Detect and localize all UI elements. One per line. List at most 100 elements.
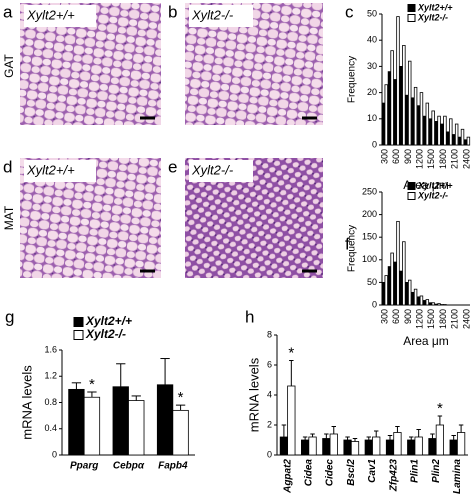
x-tick-label: Lamina: [452, 459, 463, 494]
legend-label: Xylt2+/+: [417, 2, 453, 12]
bar: [68, 388, 85, 456]
bar: [413, 288, 418, 306]
bar: [384, 275, 388, 306]
y-tick-label: 40: [367, 35, 377, 45]
bar: [343, 439, 352, 456]
y-tick-label: 100: [362, 254, 377, 264]
bar: [396, 220, 400, 306]
y-tick-label: 150: [362, 232, 377, 242]
significance: *: [288, 344, 294, 361]
bar: [402, 45, 406, 146]
y-tick-label: 0.8: [44, 397, 57, 407]
x-tick-label: Agpat2: [282, 459, 293, 494]
x-tick-label: 600: [391, 309, 401, 324]
bar: [437, 303, 441, 306]
bar: [454, 123, 459, 146]
image-label: Xylt2-/-: [191, 162, 234, 177]
y-axis-label: mRNA levels: [246, 357, 261, 432]
y-tick-label: 8: [267, 329, 272, 339]
bar: [407, 439, 416, 456]
bar: [435, 424, 444, 456]
x-tick-label: 2100: [450, 149, 460, 169]
bar: [407, 279, 412, 306]
bar: [407, 60, 412, 146]
x-tick-label: 300: [379, 309, 389, 324]
bar: [466, 136, 471, 146]
x-axis-label: Area μm: [403, 334, 449, 348]
bar: [419, 295, 424, 306]
bar: [456, 432, 466, 456]
bar: [308, 436, 317, 456]
bar: [350, 441, 360, 456]
bar: [449, 439, 458, 456]
image-label: Xylt2-/-: [191, 7, 234, 22]
bar: [385, 439, 395, 456]
legend-label: Xylt2-/-: [417, 190, 448, 200]
y-tick-label: 4: [267, 389, 272, 399]
significance: *: [178, 389, 184, 406]
x-tick-label: 2400: [461, 309, 471, 329]
x-tick-label: 1500: [426, 309, 436, 329]
bar: [279, 436, 289, 456]
x-tick-label: Plin1: [410, 459, 421, 483]
x-tick-label: 1800: [438, 149, 448, 169]
panel-letter: f: [345, 234, 350, 253]
label-box: [189, 160, 253, 182]
legend-swatch: [73, 317, 84, 327]
panel-letter: c: [345, 2, 354, 21]
label-box: [189, 5, 253, 27]
x-tick-label: 300: [379, 149, 389, 164]
legend-label: Xylt2+/+: [417, 180, 453, 190]
x-tick-label: Pparg: [70, 461, 98, 472]
bar: [372, 436, 381, 456]
bar: [428, 438, 437, 456]
legend-swatch: [407, 182, 416, 190]
bar: [460, 128, 465, 146]
legend-label: Xylt2+/+: [85, 314, 132, 328]
bar: [128, 400, 145, 456]
bar: [414, 436, 423, 456]
bar: [396, 16, 400, 146]
bar: [384, 84, 388, 146]
panel-letter: a: [3, 2, 13, 21]
x-tick-label: Zfp423: [388, 459, 399, 493]
x-tick-label: 1200: [415, 309, 425, 329]
y-axis-label: Frequency: [347, 225, 358, 272]
row-label: GAT: [2, 53, 16, 77]
y-axis-label: Frequency: [347, 56, 358, 103]
y-tick-label: 20: [367, 87, 377, 97]
y-tick-label: 0: [52, 449, 57, 459]
y-tick-label: 1.6: [44, 344, 57, 354]
bar: [301, 439, 310, 456]
bar: [413, 86, 418, 146]
y-tick-label: 0: [267, 449, 272, 459]
x-tick-label: 1800: [438, 309, 448, 329]
x-tick-label: 600: [391, 149, 401, 164]
x-tick-label: 1200: [415, 149, 425, 169]
bar: [172, 409, 189, 456]
y-axis-label: mRNA levels: [19, 365, 34, 440]
bar: [364, 439, 373, 456]
bar: [112, 386, 129, 456]
legend-label: Xylt2-/-: [417, 12, 448, 22]
y-tick-label: 200: [362, 209, 377, 219]
significance: *: [89, 376, 95, 393]
x-tick-label: 900: [403, 309, 413, 324]
bar: [393, 432, 402, 456]
label-box: [24, 160, 96, 182]
panel-letter: h: [245, 307, 254, 326]
bar: [156, 384, 174, 456]
legend-swatch: [407, 4, 416, 12]
legend-swatch: [407, 14, 416, 22]
panel-letter: e: [168, 157, 177, 176]
bar: [437, 115, 441, 146]
bar: [83, 396, 101, 456]
x-tick-label: 2400: [461, 149, 471, 169]
y-tick-label: 0: [372, 139, 377, 149]
x-tick-label: Fapb4: [158, 461, 188, 472]
x-tick-label: 900: [403, 149, 413, 164]
label-box: [24, 5, 96, 27]
y-tick-label: 0: [372, 299, 377, 309]
bar: [419, 92, 424, 146]
